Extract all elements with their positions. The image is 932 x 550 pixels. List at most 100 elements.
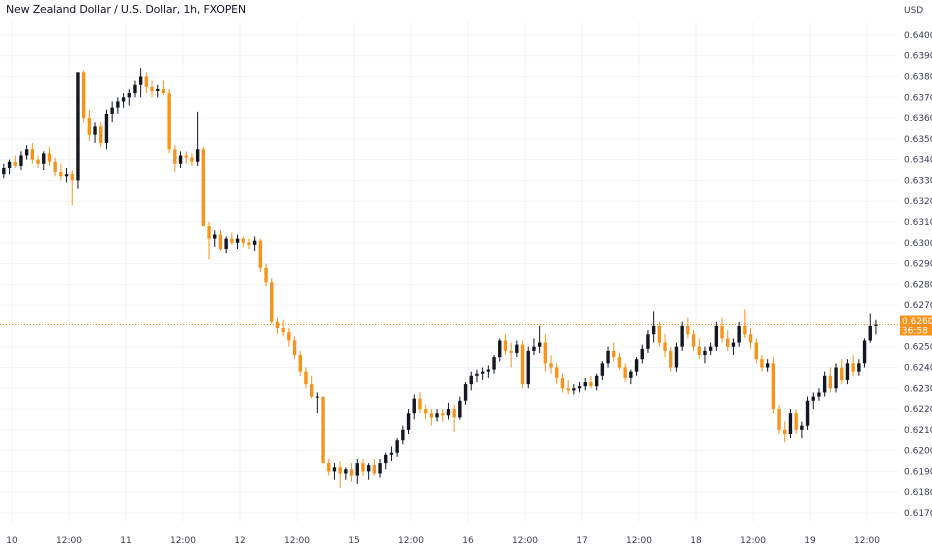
candle-body [765,363,770,368]
candle-body [697,346,701,356]
y-tick-label: 0.62500 [904,343,932,353]
candle-body [754,342,758,360]
candle-body [469,375,473,385]
current-price-box [900,315,932,336]
candle-body [224,238,228,250]
candle-body [708,346,713,351]
candle-body [281,328,285,333]
chart-title: New Zealand Dollar / U.S. Dollar, 1h, FX… [6,3,246,16]
candle-body [486,369,491,372]
y-tick-label: 0.62100 [904,426,932,436]
candle-body [292,340,297,356]
x-tick-label: 10 [6,536,18,546]
y-tick-label: 0.61700 [904,509,932,519]
x-tick-label: 16 [462,536,474,546]
x-tick-label: 19 [804,536,816,546]
candle-body [372,465,377,474]
candle-body [298,355,302,372]
candle-body [691,334,696,347]
candle-body [201,149,206,227]
candle-body [275,321,280,329]
candle-body [76,72,80,181]
candle-body [834,367,838,389]
candle-body [401,429,405,441]
x-tick-label: 12:00 [740,536,766,546]
y-tick-label: 0.61800 [904,488,932,498]
candle-body [361,463,365,472]
candle-body [7,161,12,168]
candle-body [663,342,667,351]
candle-body [2,167,6,175]
candle-body [53,161,57,173]
candle-body [87,118,92,135]
current-price-label: 0.62607 [902,317,932,327]
x-tick-label: 18 [690,536,702,546]
candle-body [463,384,468,401]
candle-body [845,363,850,380]
candle-body [783,429,787,435]
candle-body [161,88,166,94]
candle-body [794,413,798,430]
candle-body [218,234,223,250]
candle-body [116,101,120,108]
candle-body [178,155,183,164]
candle-body [748,334,753,343]
current-price-badge: 0.6260736:58 [900,315,932,336]
candle-body [800,425,804,430]
candle-body [617,357,622,368]
candle-body [731,342,736,347]
candle-body [150,86,154,92]
candle-body [862,340,867,364]
candle-body [503,340,508,351]
candle-body [555,367,559,378]
candle-body [287,332,291,341]
x-tick-label: 11 [120,536,131,546]
candle-body [657,325,662,343]
candle-body [418,398,422,410]
candle-body [828,375,833,389]
candle-body [230,238,234,243]
candle-body [384,454,388,464]
candle-body [93,126,97,135]
x-tick-label: 12:00 [398,536,424,546]
y-tick-label: 0.62200 [904,405,932,415]
candle-body [515,344,519,353]
candle-body [623,367,627,378]
candle-body [389,452,394,455]
candle-body [304,371,308,385]
y-tick-label: 0.63900 [904,52,932,62]
candle-body [321,396,325,464]
y-tick-label: 0.62400 [904,363,932,373]
candles [2,68,878,489]
candle-body [874,324,878,326]
y-tick-label: 0.62800 [904,280,932,290]
candle-body [270,282,274,322]
y-tick-label: 0.62900 [904,260,932,270]
x-tick-label: 15 [348,536,359,546]
candle-body [788,413,793,435]
candle-body [327,463,331,472]
candle-body [857,363,861,372]
candle-body [612,350,616,358]
x-tick-label: 12:00 [512,536,538,546]
candle-body [59,172,63,177]
candle-body [589,382,593,387]
candle-body [743,325,747,335]
candle-body [498,340,502,358]
candle-body [594,375,599,387]
candle-body [771,363,776,410]
y-tick-label: 0.63000 [904,239,932,249]
countdown-label: 36:58 [902,326,928,336]
candle-body [167,93,171,150]
candle-body [81,72,86,119]
candle-body [720,325,724,339]
candle-body [640,348,644,360]
candle-body [412,398,416,414]
x-tick-label: 12 [234,536,245,546]
candle-body [532,346,536,351]
candle-body [441,413,445,416]
y-tick-label: 0.63100 [904,218,932,228]
y-tick-label: 0.61900 [904,467,932,477]
candle-body [252,240,257,245]
